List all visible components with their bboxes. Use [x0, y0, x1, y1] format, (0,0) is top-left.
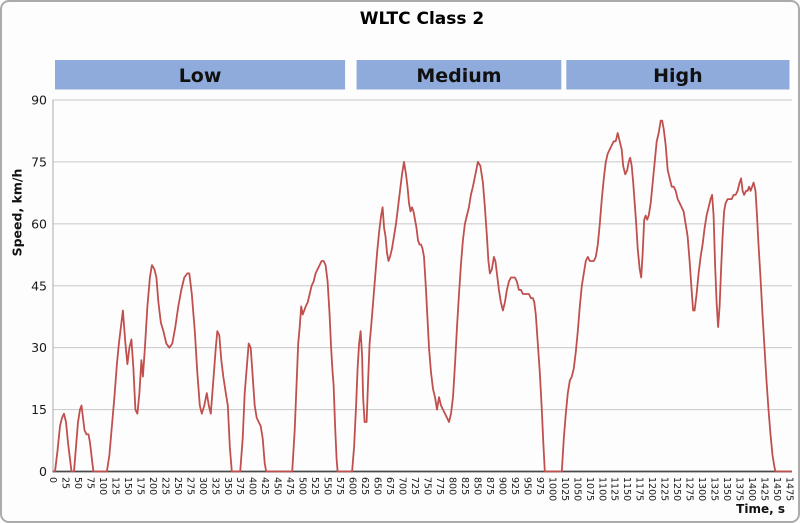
x-tick-label: 1375 [734, 477, 745, 501]
x-tick-label: 650 [372, 477, 383, 495]
phase-band [566, 60, 790, 90]
x-tick-label: 1150 [621, 477, 632, 501]
x-tick-label: 775 [434, 477, 445, 495]
x-tick-label: 575 [334, 477, 345, 495]
x-tick-label: 1425 [759, 477, 770, 501]
x-tick-label: 400 [247, 477, 258, 495]
x-tick-label: 825 [459, 477, 470, 495]
x-tick-label: 375 [234, 477, 245, 495]
x-tick-label: 900 [496, 477, 507, 495]
x-tick-label: 350 [222, 477, 233, 495]
x-tick-label: 475 [284, 477, 295, 495]
x-tick-label: 100 [97, 477, 108, 495]
x-tick-label: 1100 [596, 477, 607, 501]
x-tick-label: 425 [259, 477, 270, 495]
x-tick-label: 1050 [571, 477, 582, 501]
x-tick-label: 50 [72, 477, 83, 489]
y-tick-label: 90 [31, 93, 47, 108]
x-tick-label: 1075 [584, 477, 595, 501]
phase-band-label: Low [179, 65, 222, 87]
x-tick-label: 1300 [696, 477, 707, 501]
phase-band-label: High [653, 65, 703, 87]
x-tick-label: 675 [384, 477, 395, 495]
x-tick-label: 0 [47, 477, 58, 483]
x-tick-label: 450 [272, 477, 283, 495]
x-tick-label: 1275 [684, 477, 695, 501]
x-tick-label: 975 [534, 477, 545, 495]
x-tick-label: 525 [309, 477, 320, 495]
phase-band [356, 60, 562, 90]
phase-band-label: Medium [416, 65, 501, 87]
y-tick-label: 30 [31, 340, 47, 355]
x-tick-label: 700 [397, 477, 408, 495]
x-tick-label: 850 [471, 477, 482, 495]
x-tick-label: 925 [509, 477, 520, 495]
x-tick-label: 1400 [746, 477, 757, 501]
chart-title: WLTC Class 2 [359, 9, 485, 29]
x-tick-label: 750 [421, 477, 432, 495]
x-tick-label: 875 [484, 477, 495, 495]
x-tick-label: 625 [359, 477, 370, 495]
x-tick-label: 1250 [671, 477, 682, 501]
x-tick-label: 325 [209, 477, 220, 495]
x-tick-label: 250 [172, 477, 183, 495]
x-tick-label: 1025 [559, 477, 570, 501]
y-tick-label: 75 [31, 154, 47, 169]
x-tick-label: 1200 [646, 477, 657, 501]
x-tick-label: 125 [109, 477, 120, 495]
x-tick-label: 1000 [546, 477, 557, 501]
speed-line [52, 119, 792, 473]
x-tick-label: 300 [197, 477, 208, 495]
phase-band [54, 60, 346, 90]
y-tick-label: 45 [31, 278, 47, 293]
x-tick-label: 1175 [634, 477, 645, 501]
y-tick-label: 15 [31, 402, 47, 417]
x-tick-label: 175 [134, 477, 145, 495]
x-tick-label: 1350 [721, 477, 732, 501]
x-tick-label: 950 [521, 477, 532, 495]
y-tick-label: 0 [39, 464, 47, 479]
x-tick-label: 275 [184, 477, 195, 495]
x-tick-label: 200 [147, 477, 158, 495]
x-tick-label: 1325 [709, 477, 720, 501]
x-tick-label: 25 [59, 477, 70, 489]
y-tick-label: 60 [31, 216, 47, 231]
x-tick-label: 150 [122, 477, 133, 495]
x-tick-label: 500 [297, 477, 308, 495]
x-tick-label: 225 [159, 477, 170, 495]
x-tick-label: 1450 [771, 477, 782, 501]
x-axis-title: Time, s [736, 502, 785, 516]
x-tick-label: 600 [347, 477, 358, 495]
x-tick-label: 725 [409, 477, 420, 495]
x-tick-label: 1125 [609, 477, 620, 501]
x-tick-label: 800 [446, 477, 457, 495]
x-tick-label: 1475 [784, 477, 795, 501]
x-tick-label: 75 [84, 477, 95, 489]
x-tick-label: 1225 [659, 477, 670, 501]
x-tick-label: 550 [322, 477, 333, 495]
